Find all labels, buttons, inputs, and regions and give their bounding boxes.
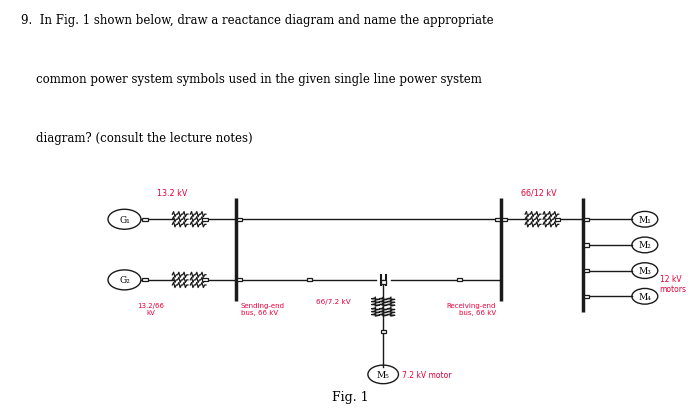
- Text: M₅: M₅: [377, 370, 390, 379]
- Bar: [307, 279, 312, 282]
- Bar: [495, 218, 500, 221]
- Text: G₁: G₁: [119, 215, 130, 224]
- Bar: [142, 279, 148, 282]
- Text: 12 kV
motors: 12 kV motors: [659, 274, 687, 294]
- Text: M₂: M₂: [638, 241, 651, 250]
- Bar: [381, 330, 386, 333]
- Text: Receiving-end
bus, 66 kV: Receiving-end bus, 66 kV: [447, 303, 496, 316]
- Text: diagram? (consult the lecture notes): diagram? (consult the lecture notes): [21, 132, 253, 145]
- Bar: [237, 279, 242, 282]
- Bar: [202, 279, 208, 282]
- Text: G₂: G₂: [119, 276, 130, 285]
- Bar: [584, 218, 589, 221]
- Text: 66/12 kV: 66/12 kV: [522, 188, 557, 197]
- Bar: [381, 281, 386, 284]
- Text: 7.2 kV motor: 7.2 kV motor: [402, 370, 452, 379]
- Bar: [584, 244, 589, 247]
- Text: 13.2 kV: 13.2 kV: [157, 188, 187, 197]
- Text: Fig. 1: Fig. 1: [332, 390, 368, 403]
- Bar: [584, 295, 589, 298]
- Bar: [502, 218, 507, 221]
- Text: common power system symbols used in the given single line power system: common power system symbols used in the …: [21, 73, 482, 86]
- Bar: [457, 279, 462, 282]
- Text: 9.  In Fig. 1 shown below, draw a reactance diagram and name the appropriate: 9. In Fig. 1 shown below, draw a reactan…: [21, 14, 493, 27]
- Bar: [237, 218, 242, 221]
- Text: 13.2/66
kV: 13.2/66 kV: [137, 303, 164, 316]
- Text: M₁: M₁: [638, 215, 651, 224]
- Bar: [202, 218, 208, 221]
- Text: 66/7.2 kV: 66/7.2 kV: [316, 299, 351, 304]
- Text: M₄: M₄: [638, 292, 651, 301]
- Text: Sending-end
bus, 66 kV: Sending-end bus, 66 kV: [241, 303, 285, 316]
- Text: M₃: M₃: [638, 266, 651, 275]
- Bar: [555, 218, 561, 221]
- Bar: [584, 269, 589, 273]
- Bar: [142, 218, 148, 221]
